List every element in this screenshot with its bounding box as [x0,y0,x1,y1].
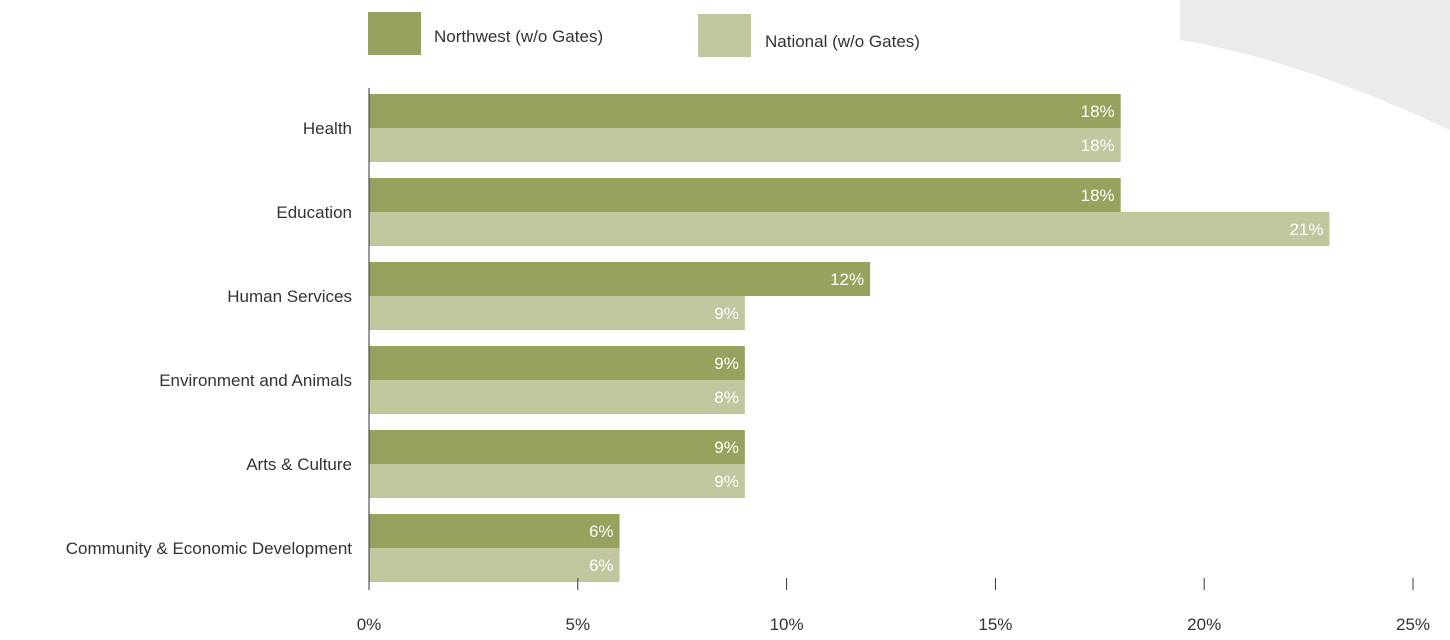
bar-3-series-1 [369,262,871,296]
x-axis: 0% 5% 10% 15% 20% 25% [357,578,1430,634]
bar-6-series-2 [369,548,620,582]
bar-value-label-3-series-1: 12% [830,270,864,289]
x-tick-label-1: 0% [357,615,382,634]
category-label-3: Human Services [227,287,352,306]
bar-value-label-4-series-1: 9% [714,354,739,373]
bar-6-series-1 [369,514,620,548]
bar-labels: 18% 18% 18% 21% 12% 9% 9% 8% 9% 9% 6% 6% [589,102,1323,575]
bar-value-label-6-series-1: 6% [589,522,614,541]
bar-1-series-2 [369,128,1121,162]
category-label-2: Education [276,203,352,222]
legend-swatch-1 [368,12,421,55]
bars [369,94,1330,582]
legend-swatch-2 [698,14,751,57]
bar-value-label-1-series-2: 18% [1081,136,1115,155]
bar-value-label-6-series-2: 6% [589,556,614,575]
bar-value-label-1-series-1: 18% [1081,102,1115,121]
bar-value-label-5-series-2: 9% [714,472,739,491]
bar-4-series-2 [369,380,745,414]
bar-2-series-1 [369,178,1121,212]
bar-value-label-2-series-1: 18% [1081,186,1115,205]
legend: Northwest (w/o Gates) National (w/o Gates… [368,12,920,57]
legend-label-2: National (w/o Gates) [765,32,920,51]
bar-value-label-5-series-1: 9% [714,438,739,457]
bar-3-series-2 [369,296,745,330]
bar-2-series-2 [369,212,1330,246]
category-label-1: Health [303,119,352,138]
bar-value-label-3-series-2: 9% [714,304,739,323]
bar-4-series-1 [369,346,745,380]
bar-value-label-4-series-2: 8% [714,388,739,407]
y-axis: Health Education Human Services Environment… [66,88,370,590]
x-tick-label-6: 25% [1396,615,1430,634]
x-tick-label-5: 20% [1187,615,1221,634]
category-label-4: Environment and Animals [159,371,352,390]
category-label-5: Arts & Culture [246,455,352,474]
x-tick-label-3: 10% [770,615,804,634]
bar-5-series-1 [369,430,745,464]
bar-5-series-2 [369,464,745,498]
bar-1-series-1 [369,94,1121,128]
category-label-6: Community & Economic Development [66,539,353,558]
legend-label-1: Northwest (w/o Gates) [434,27,603,46]
x-tick-label-4: 15% [978,615,1012,634]
decorative-corner-shape [1180,0,1450,130]
x-tick-label-2: 5% [566,615,591,634]
bar-value-label-2-series-2: 21% [1289,220,1323,239]
